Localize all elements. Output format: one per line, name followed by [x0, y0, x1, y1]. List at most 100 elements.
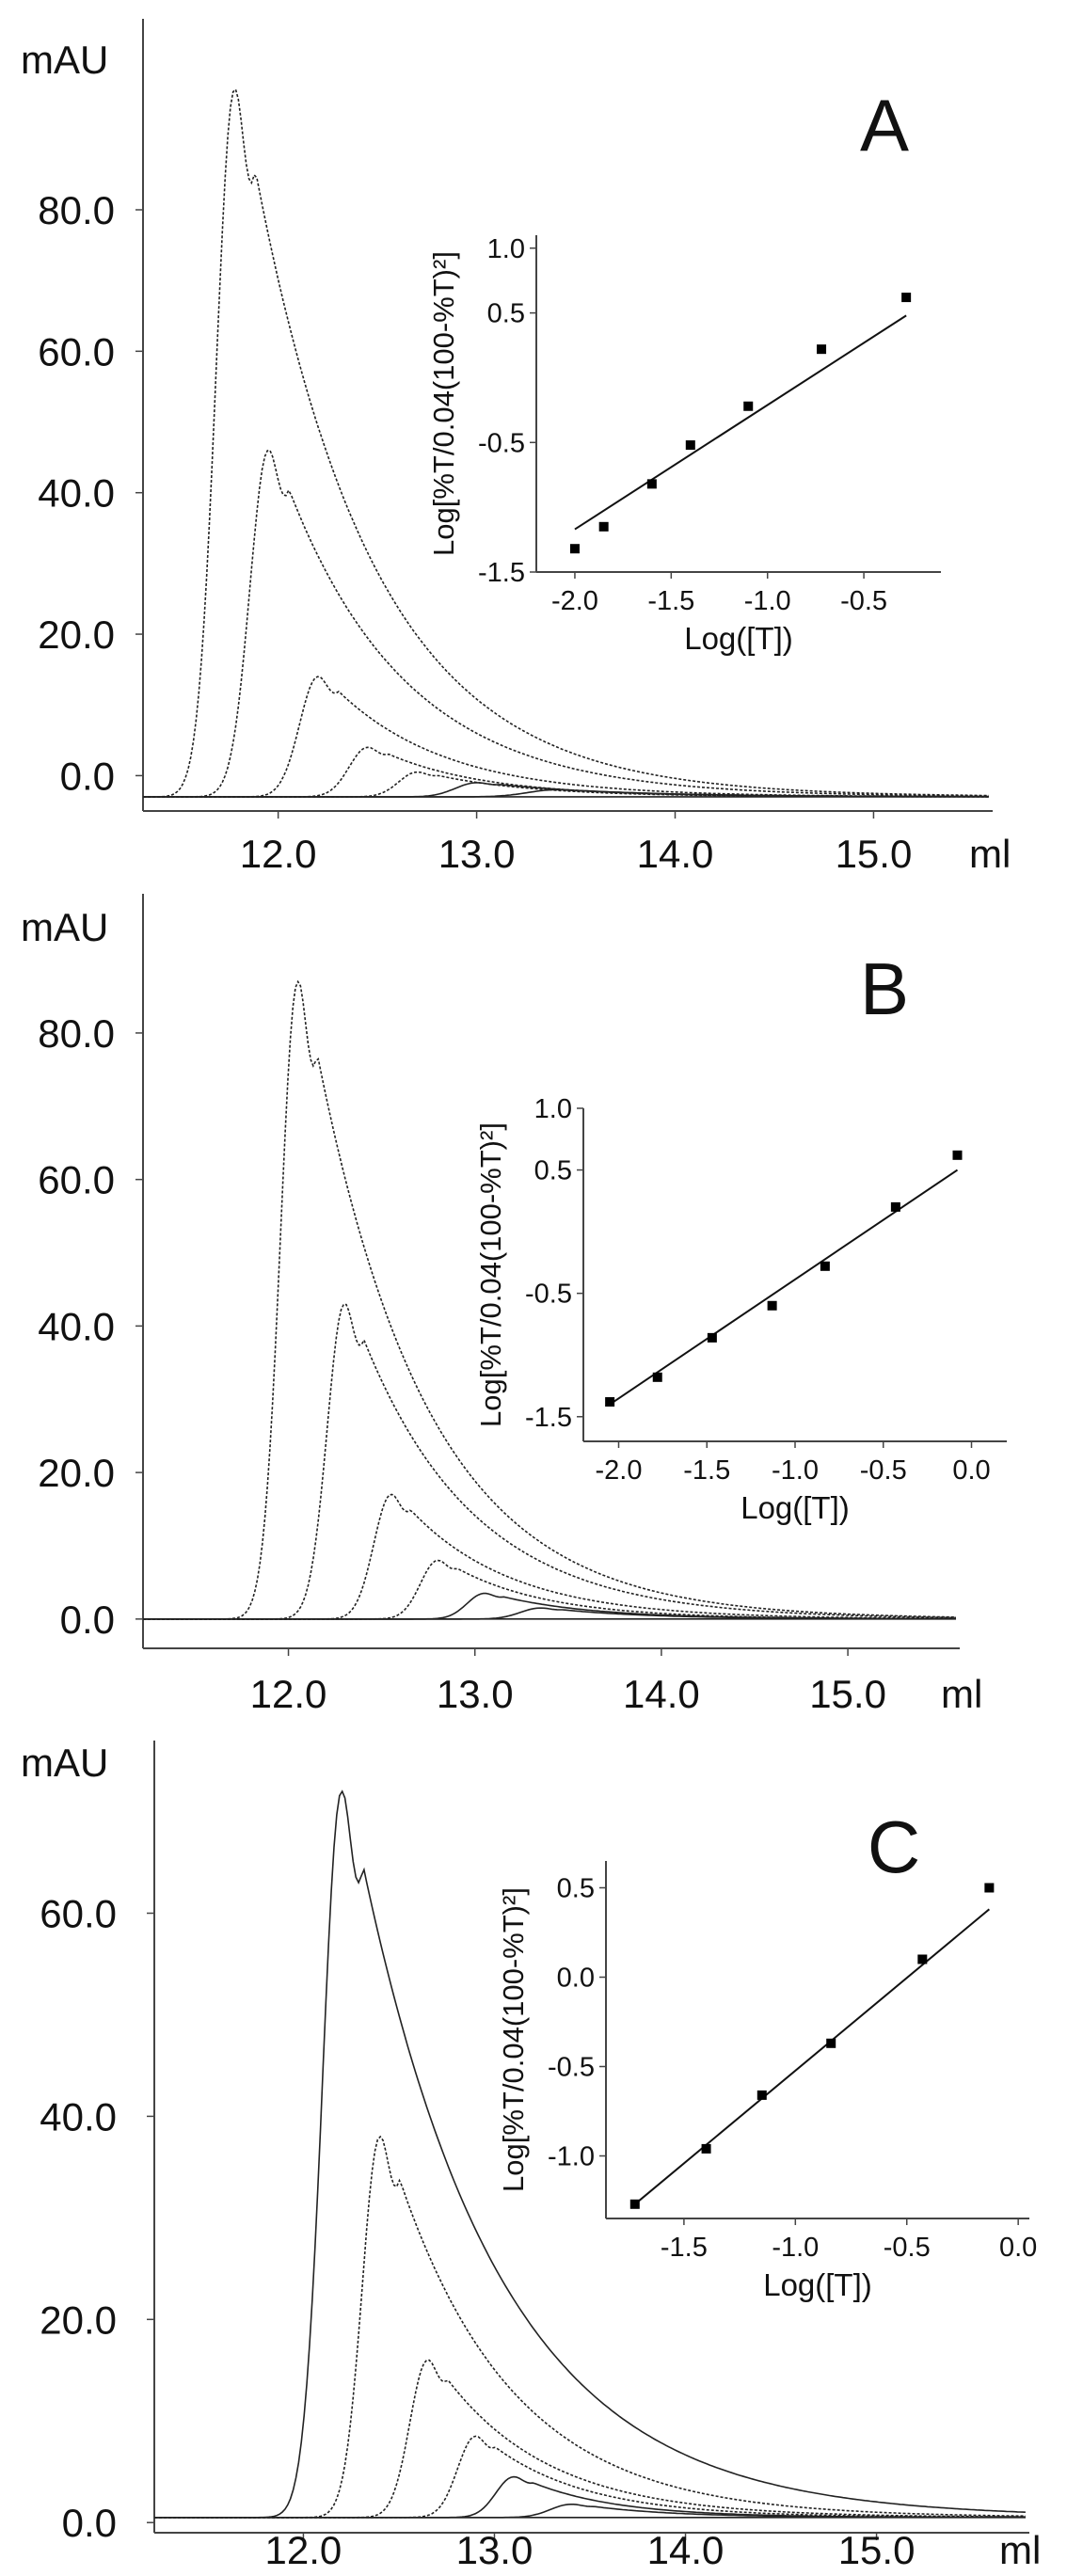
x-axis-label: ml — [999, 2528, 1041, 2572]
data-point — [701, 2143, 711, 2154]
panel-letter: A — [860, 84, 909, 167]
data-point — [901, 293, 912, 303]
inset-y-tick-label: -1.5 — [478, 558, 525, 588]
y-tick-label: 40.0 — [38, 471, 115, 516]
elution-trace — [143, 450, 989, 798]
x-tick-label: 13.0 — [437, 1672, 514, 1716]
inset-y-tick-label: 0.5 — [557, 1874, 595, 1904]
data-point — [652, 1372, 662, 1382]
inset-y-tick-label: -0.5 — [478, 428, 525, 458]
elution-trace — [143, 1303, 957, 1620]
y-axis-label: mAU — [21, 905, 108, 949]
inset-y-tick-label: 0.5 — [487, 299, 525, 329]
x-tick-label: 12.0 — [240, 832, 317, 876]
data-point — [598, 521, 609, 532]
elution-trace — [154, 1789, 1026, 2519]
inset-x-tick-label: -0.5 — [860, 1455, 907, 1486]
data-point — [817, 344, 827, 355]
y-tick-label: 60.0 — [40, 1892, 117, 1936]
inset-x-tick-label: -1.5 — [647, 586, 694, 616]
y-tick-label: 40.0 — [40, 2094, 117, 2139]
y-tick-label: 60.0 — [38, 1158, 115, 1202]
y-tick-label: 40.0 — [38, 1304, 115, 1348]
y-tick-label: 60.0 — [38, 329, 115, 374]
data-point — [917, 1954, 928, 1964]
data-point — [629, 2199, 640, 2209]
panel-b: 0.0 20.0 40.0 60.0 80.0 12.0 13.0 14.0 15.0 mAU ml… — [21, 894, 1007, 1716]
inset-y-tick-label: 1.0 — [534, 1094, 572, 1124]
fit-line — [574, 314, 907, 531]
x-tick-label: 15.0 — [836, 832, 913, 876]
inset-x-tick-label: -2.0 — [551, 586, 598, 616]
x-tick-label: 14.0 — [637, 832, 714, 876]
inset-plot: -1.5 -0.5 0.5 1.0 -2.0 -1.5 -1.0 -0.5 Log([T]) Lo… — [427, 234, 941, 656]
panel-letter: C — [868, 1805, 920, 1888]
x-tick-label: 13.0 — [456, 2528, 534, 2572]
data-point — [743, 401, 754, 411]
x-tick-label: 13.0 — [438, 832, 516, 876]
y-tick-label: 0.0 — [62, 2501, 117, 2545]
inset-y-tick-label: -0.5 — [548, 2053, 595, 2083]
x-tick-label: 15.0 — [838, 2528, 916, 2572]
y-tick-label: 80.0 — [38, 1011, 115, 1056]
data-point — [890, 1201, 900, 1212]
x-axis-label: ml — [969, 832, 1011, 876]
y-tick-label: 0.0 — [60, 754, 115, 798]
elution-trace — [154, 2435, 1026, 2519]
inset-x-tick-label: -0.5 — [884, 2233, 931, 2263]
inset-plot: -1.5 -0.5 0.5 1.0 -2.0 -1.5 -1.0 -0.5 0.0 Log([T]… — [474, 1094, 1007, 1525]
y-tick-label: 80.0 — [38, 188, 115, 232]
elution-trace — [143, 1559, 956, 1620]
data-point — [605, 1397, 615, 1407]
inset-y-tick-label: -1.5 — [525, 1403, 572, 1433]
inset-x-tick-label: -0.5 — [840, 586, 887, 616]
data-point — [767, 1300, 777, 1311]
fit-line — [609, 1169, 959, 1406]
y-axis-label: mAU — [21, 38, 108, 82]
inset-y-axis-label: Log[%T/0.04(100-%T)²] — [427, 251, 460, 556]
inset-x-tick-label: 0.0 — [952, 1455, 990, 1486]
inset-x-axis-label: Log([T]) — [741, 1490, 850, 1525]
x-tick-label: 14.0 — [647, 2528, 725, 2572]
data-point — [952, 1150, 963, 1160]
x-tick-label: 12.0 — [265, 2528, 342, 2572]
x-tick-label: 15.0 — [809, 1672, 886, 1716]
panel-c: 0.0 20.0 40.0 60.0 12.0 13.0 14.0 15.0 mAU ml C -1.… — [21, 1741, 1041, 2572]
inset-y-tick-label: -0.5 — [525, 1280, 572, 1310]
elution-trace — [154, 2359, 1026, 2519]
x-axis-label: ml — [941, 1672, 982, 1716]
y-tick-label: 0.0 — [60, 1598, 115, 1642]
elution-trace — [143, 1607, 956, 1620]
inset-x-tick-label: -1.5 — [683, 1455, 730, 1486]
data-point — [756, 2090, 767, 2100]
inset-x-axis-label: Log([T]) — [763, 2267, 872, 2302]
data-point — [820, 1261, 830, 1271]
y-tick-label: 20.0 — [40, 2298, 117, 2342]
data-point — [826, 2038, 836, 2048]
inset-y-tick-label: 1.0 — [487, 234, 525, 264]
inset-x-axis-label: Log([T]) — [684, 621, 793, 656]
inset-plot: -1.0 -0.5 0.0 0.5 -1.5 -1.0 -0.5 0.0 Log([T]) Log… — [497, 1861, 1037, 2302]
inset-y-axis-label: Log[%T/0.04(100-%T)²] — [474, 1122, 507, 1427]
data-point — [569, 544, 580, 554]
elution-trace — [143, 788, 989, 798]
inset-x-tick-label: -2.0 — [596, 1455, 643, 1486]
inset-y-tick-label: 0.0 — [557, 1964, 595, 1994]
inset-x-tick-label: -1.0 — [744, 586, 791, 616]
data-point — [685, 440, 695, 451]
x-tick-label: 14.0 — [623, 1672, 700, 1716]
panel-a: 0.0 20.0 40.0 60.0 80.0 12.0 13.0 14.0 15.0 mAU ml… — [21, 19, 1011, 876]
data-point — [984, 1883, 995, 1893]
inset-x-tick-label: -1.0 — [772, 2233, 819, 2263]
inset-y-axis-label: Log[%T/0.04(100-%T)²] — [497, 1887, 530, 2192]
y-tick-label: 20.0 — [38, 1451, 115, 1495]
fit-line — [634, 1908, 991, 2205]
data-point — [646, 479, 657, 489]
y-axis-label: mAU — [21, 1741, 108, 1785]
x-tick-label: 12.0 — [250, 1672, 327, 1716]
inset-x-tick-label: 0.0 — [999, 2233, 1037, 2263]
inset-x-tick-label: -1.5 — [661, 2233, 708, 2263]
elution-trace — [143, 87, 989, 798]
elution-trace — [154, 2135, 1026, 2519]
